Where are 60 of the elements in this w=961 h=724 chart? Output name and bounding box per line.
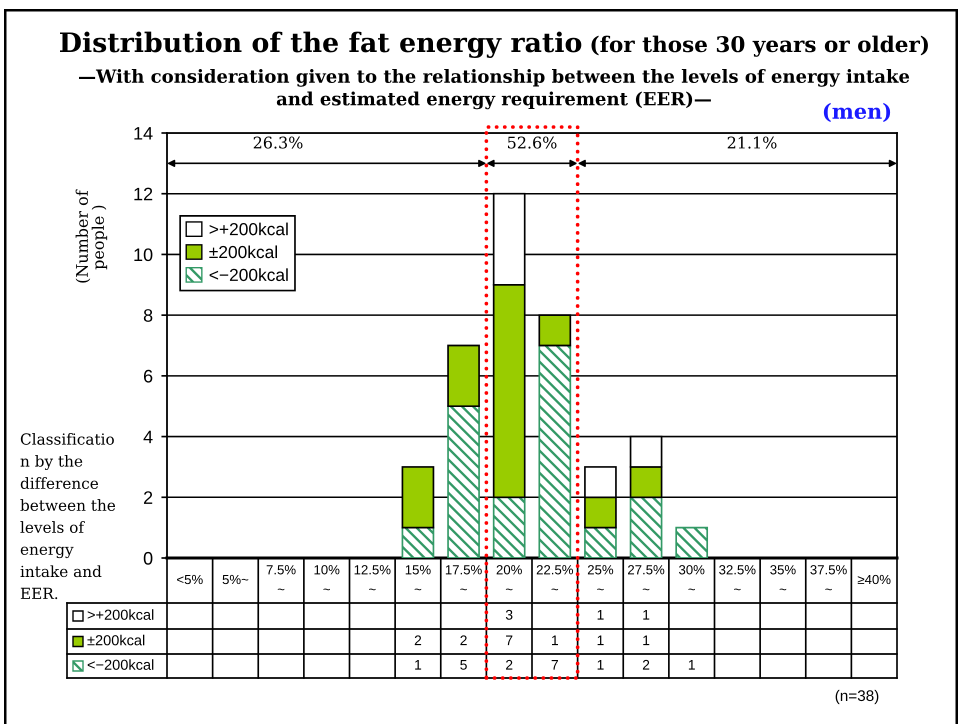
legend-label: <−200kcal xyxy=(210,268,288,282)
data-label: 1 xyxy=(598,660,604,670)
y-tick-label: 14 xyxy=(134,127,153,140)
text: ±200kcal xyxy=(87,634,144,646)
legend-label: >+200kcal xyxy=(210,222,288,236)
bar xyxy=(447,405,480,558)
data-label: 3 xyxy=(506,610,512,620)
annotation: 26.3% xyxy=(254,136,302,149)
x-tick-label: 20% ~ xyxy=(496,565,522,590)
y-tick-label: 6 xyxy=(144,370,152,383)
x-tick-label: ≥40% xyxy=(858,574,891,584)
y-tick-label: 10 xyxy=(134,248,152,262)
data-label: 1 xyxy=(598,610,604,620)
y-axis-title: (Number of people ) xyxy=(76,189,108,283)
data-label: 7 xyxy=(552,660,558,670)
annotation: 52.6% xyxy=(508,136,556,149)
x-tick-label: 32.5% ~ xyxy=(719,565,756,590)
bar xyxy=(584,526,617,558)
y-tick-label: 0 xyxy=(144,552,152,565)
data-label: 2 xyxy=(414,635,422,646)
data-label: 1 xyxy=(688,660,695,670)
text: >+200kcal xyxy=(88,609,154,620)
x-tick-label: 7.5% ~ xyxy=(266,565,296,590)
data-label: 1 xyxy=(643,636,650,646)
legend-label: ±200kcal xyxy=(209,245,277,258)
bar xyxy=(538,344,572,558)
chart-title: Distribution of the fat energy ratio (for those 30 years or older) xyxy=(60,32,928,58)
bar xyxy=(675,526,708,558)
x-tick-label: 5%~ xyxy=(222,574,248,584)
bar xyxy=(492,496,526,558)
x-tick-label: 35% ~ xyxy=(770,565,796,590)
data-label: 1 xyxy=(552,636,558,646)
x-tick-label: 27.5% ~ xyxy=(628,565,664,590)
data-label: 1 xyxy=(415,660,422,670)
bar xyxy=(630,496,662,558)
data-label: 7 xyxy=(506,636,512,646)
x-tick-label: 15% ~ xyxy=(406,565,431,590)
data-label: 2 xyxy=(460,635,467,646)
x-tick-label: 30% ~ xyxy=(678,565,704,590)
y-tick-label: 12 xyxy=(134,188,152,200)
x-tick-label: 17.5% ~ xyxy=(446,565,482,590)
x-tick-label: 10% ~ xyxy=(314,565,340,590)
x-tick-label: <5% xyxy=(177,574,203,584)
data-label: 1 xyxy=(643,610,650,620)
x-tick-label: 37.5% ~ xyxy=(810,565,847,590)
y-tick-label: 8 xyxy=(144,309,152,322)
y-tick-label: 2 xyxy=(144,491,152,504)
y-tick-label: 4 xyxy=(143,430,153,444)
text: (n=38) xyxy=(836,690,878,704)
text: <−200kcal xyxy=(88,659,154,670)
data-label: 1 xyxy=(598,636,604,646)
data-label: 5 xyxy=(460,660,467,670)
text: Classificatio n by the difference between the levels of energy intake and EER. xyxy=(20,433,116,600)
x-tick-label: 25% ~ xyxy=(588,565,614,590)
x-tick-label: 22.5% ~ xyxy=(536,565,574,590)
x-tick-label: 12.5% ~ xyxy=(354,565,391,590)
data-label: 2 xyxy=(506,660,512,670)
annotation: 21.1% xyxy=(728,136,776,149)
data-label: 2 xyxy=(642,660,650,670)
bar xyxy=(402,526,434,558)
